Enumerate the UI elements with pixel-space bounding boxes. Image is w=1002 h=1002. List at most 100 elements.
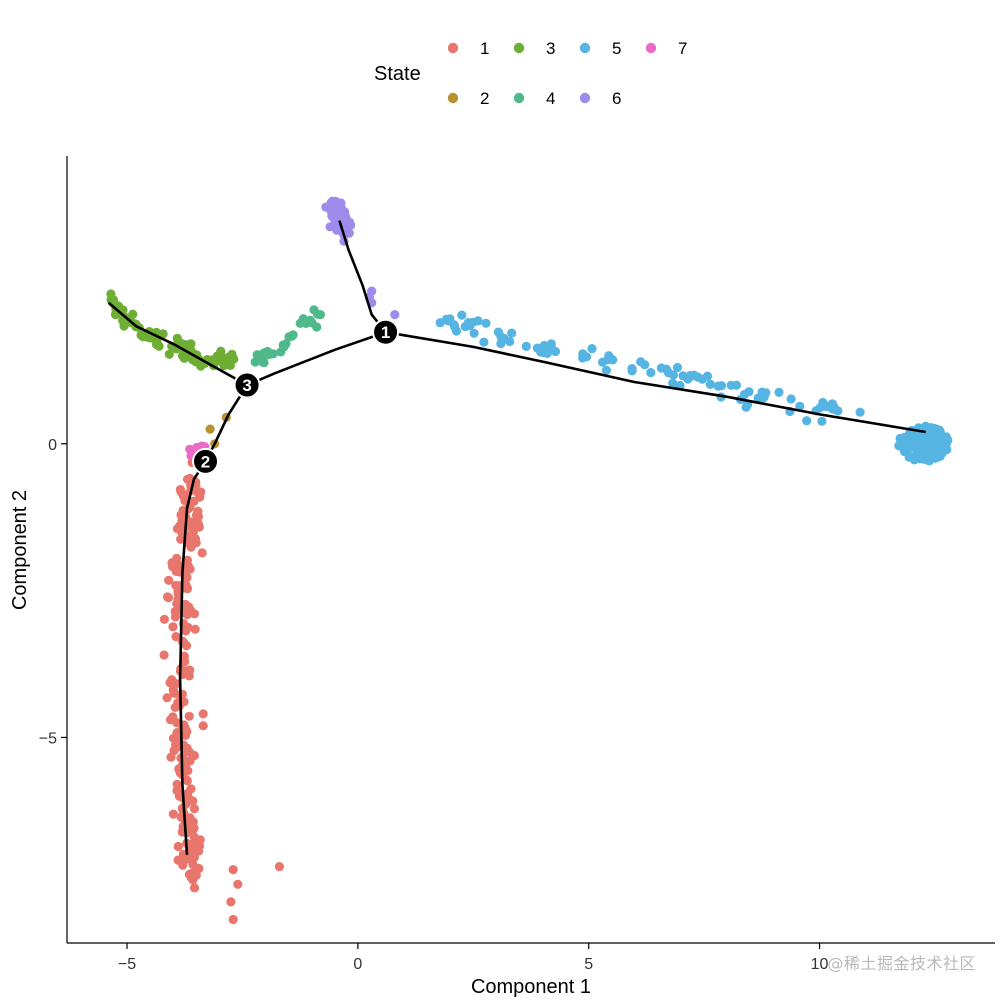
data-point xyxy=(469,328,479,338)
data-point xyxy=(705,379,716,389)
data-point xyxy=(929,430,939,440)
data-point xyxy=(815,403,825,413)
data-point xyxy=(185,747,195,758)
data-point xyxy=(172,718,182,728)
data-point xyxy=(326,206,336,216)
trajectory-segment-6 xyxy=(178,460,207,855)
data-point xyxy=(188,796,198,806)
data-point xyxy=(226,897,236,907)
branch-label: 1 xyxy=(381,323,390,342)
data-point xyxy=(640,360,650,370)
axes: Component 1 Component 2 −5 0 5 10 0 −5 xyxy=(9,156,995,998)
legend-swatch xyxy=(645,42,657,54)
data-point xyxy=(295,318,305,328)
data-point xyxy=(143,332,153,342)
data-point xyxy=(190,624,200,634)
data-point xyxy=(170,606,180,617)
branch-marker xyxy=(233,371,261,399)
legend-label: 4 xyxy=(546,89,555,108)
legend-swatch xyxy=(579,92,591,104)
data-point xyxy=(334,200,344,210)
data-point xyxy=(307,318,317,328)
data-point xyxy=(182,572,192,583)
data-point xyxy=(189,883,200,893)
legend-entry-state-2: 2 xyxy=(447,89,489,108)
data-point xyxy=(940,438,951,448)
data-point xyxy=(443,316,453,326)
data-point xyxy=(164,349,174,359)
data-point xyxy=(179,651,189,661)
data-point xyxy=(182,474,193,484)
data-point xyxy=(739,389,750,400)
legend-swatch xyxy=(579,42,591,54)
data-point xyxy=(169,746,179,756)
data-point xyxy=(184,671,194,681)
data-point xyxy=(672,362,683,373)
data-point xyxy=(309,305,319,315)
data-point xyxy=(216,351,226,361)
data-point xyxy=(726,380,736,390)
data-point xyxy=(193,488,203,498)
data-point xyxy=(167,558,177,568)
data-point xyxy=(479,337,489,347)
x-tick-label: 0 xyxy=(353,956,362,973)
data-point xyxy=(668,378,678,388)
branch-point-1: 1 xyxy=(372,318,400,346)
data-point xyxy=(912,442,922,452)
data-point xyxy=(802,416,812,426)
data-point xyxy=(228,865,238,875)
data-point xyxy=(601,365,612,375)
trajectory-segment-2 xyxy=(338,220,387,334)
data-point xyxy=(828,401,839,411)
legend-label: 1 xyxy=(480,39,489,58)
data-point xyxy=(223,359,233,369)
x-tick-label: −5 xyxy=(118,956,136,973)
data-point xyxy=(172,779,182,790)
data-point xyxy=(330,222,340,232)
data-point xyxy=(481,318,491,328)
branch-points: 1 2 3 xyxy=(192,318,400,475)
data-point xyxy=(521,341,531,351)
legend-entry-state-4: 4 xyxy=(513,89,555,108)
data-point xyxy=(817,416,827,426)
data-point xyxy=(774,387,784,397)
x-tick-label: 5 xyxy=(584,956,593,973)
data-point xyxy=(198,709,208,719)
data-point xyxy=(685,370,696,381)
trajectory-segment-3 xyxy=(246,330,387,387)
legend-swatch xyxy=(513,42,525,54)
legend-swatch xyxy=(513,92,525,104)
trajectory-layer xyxy=(107,220,926,855)
watermark: @稀土掘金技术社区 xyxy=(827,954,976,973)
data-point xyxy=(176,534,186,544)
data-point xyxy=(173,841,183,852)
data-point xyxy=(499,333,509,343)
data-point xyxy=(897,442,908,452)
branch-marker xyxy=(372,318,400,346)
data-point xyxy=(192,845,202,855)
branch-label: 3 xyxy=(242,376,251,395)
data-point xyxy=(942,444,952,455)
legend-label: 5 xyxy=(612,39,621,58)
y-tick-label: −5 xyxy=(39,730,57,747)
legend-entry-state-5: 5 xyxy=(579,39,621,58)
legend-entry-state-7: 7 xyxy=(645,39,687,58)
data-point xyxy=(539,347,549,358)
data-point xyxy=(153,340,163,350)
data-point xyxy=(197,548,207,558)
legend: State 1 2 3 4 5 6 7 xyxy=(374,39,687,108)
data-point xyxy=(183,851,194,861)
data-point xyxy=(184,711,194,721)
data-point xyxy=(198,721,208,731)
legend-label: 6 xyxy=(612,89,621,108)
data-point xyxy=(193,511,203,522)
data-point xyxy=(189,804,199,814)
legend-swatch xyxy=(447,42,459,54)
data-point xyxy=(259,358,269,368)
data-point xyxy=(171,632,181,642)
data-point xyxy=(539,340,549,351)
x-axis-label: Component 1 xyxy=(471,976,591,998)
y-axis-label: Component 2 xyxy=(9,490,31,610)
data-point xyxy=(390,310,400,320)
data-point xyxy=(106,289,116,299)
